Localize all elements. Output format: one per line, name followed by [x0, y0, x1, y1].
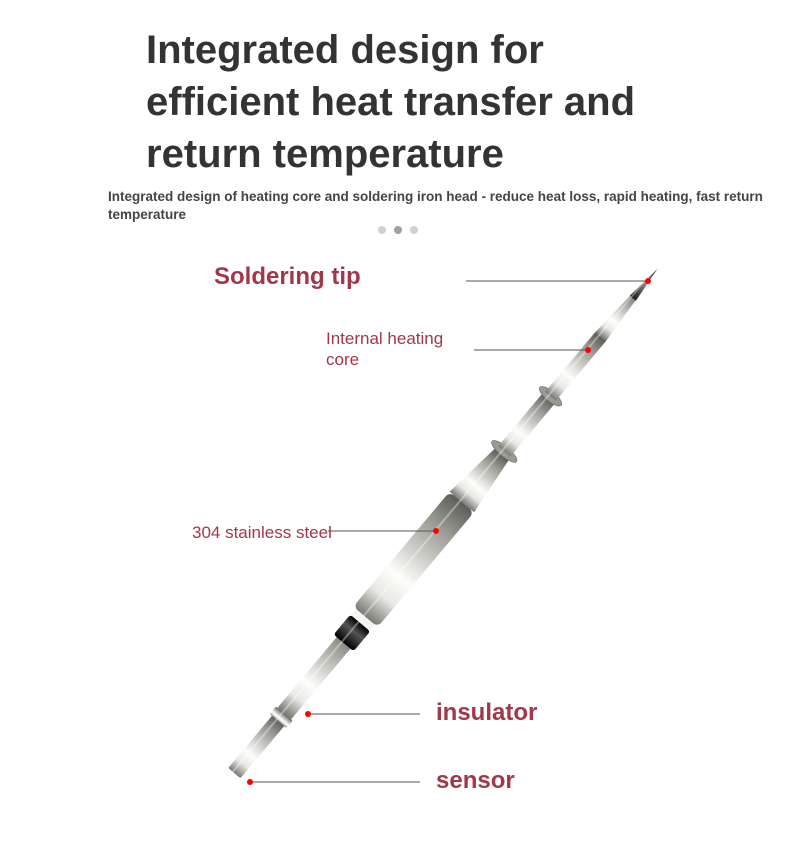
page-title: Integrated design for efficient heat tra… [146, 24, 656, 180]
pager-dots [378, 226, 418, 234]
label-heating-core: Internal heating core [326, 328, 443, 371]
marker-stainless-steel [433, 528, 439, 534]
pager-dot [394, 226, 402, 234]
pager-dot [378, 226, 386, 234]
marker-heating-core [585, 347, 591, 353]
marker-insulator [305, 711, 311, 717]
label-insulator: insulator [436, 698, 537, 728]
label-soldering-tip: Soldering tip [214, 262, 361, 292]
label-sensor: sensor [436, 766, 515, 796]
marker-soldering-tip [645, 278, 651, 284]
pager-dot [410, 226, 418, 234]
marker-sensor [247, 779, 253, 785]
label-stainless-steel: 304 stainless steel [192, 522, 332, 543]
page-subtitle: Integrated design of heating core and so… [108, 188, 768, 223]
